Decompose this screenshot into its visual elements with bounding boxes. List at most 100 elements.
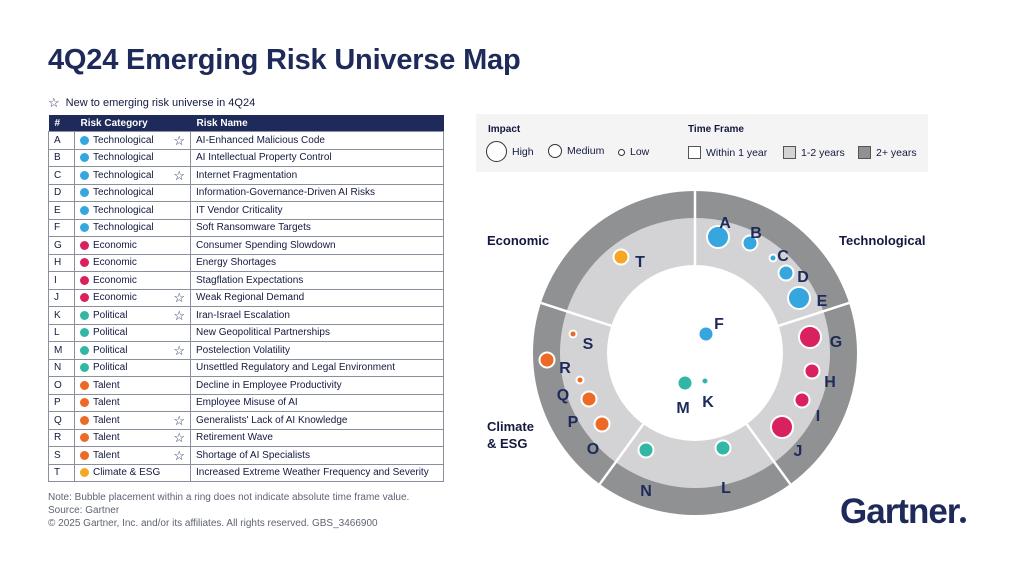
impact-key-medium: Medium [548, 144, 604, 158]
white-square-icon [688, 146, 701, 159]
table-row: J Economic ☆ Weak Regional Demand [48, 288, 444, 307]
risk-bubble-h [803, 362, 821, 380]
risk-bubble-r [538, 351, 556, 369]
table-row: I Economic Stagflation Expectations [48, 271, 444, 290]
risk-bubble-label-l: L [721, 480, 731, 497]
category-dot-icon [80, 153, 89, 163]
risk-bubble-label-d: D [797, 269, 809, 286]
time-key-within-1-year: Within 1 year [688, 146, 767, 159]
risk-bubble-e [787, 286, 811, 310]
risk-bubble-label-e: E [817, 293, 828, 310]
risk-category: Economic [93, 292, 137, 304]
table-row: N Political Unsettled Regulatory and Legal… [48, 358, 444, 377]
star-icon: ☆ [173, 307, 185, 323]
segment-divider [693, 352, 792, 485]
risk-bubble-a [706, 225, 730, 249]
star-icon: ☆ [173, 447, 185, 463]
risk-bubble-i [793, 391, 811, 409]
category-dot-icon [80, 398, 89, 408]
star-icon: ☆ [173, 342, 185, 358]
dark-gray-square-icon [858, 146, 871, 159]
risk-category: Political [93, 344, 128, 356]
medium-circle-icon [548, 144, 562, 158]
time-key-1-2-years-label: 1-2 years [801, 146, 845, 159]
risk-bubble-label-t: T [635, 254, 645, 271]
category-dot-icon [80, 433, 89, 443]
risk-category: Technological [93, 169, 154, 181]
risk-bubble-label-g: G [830, 334, 842, 351]
category-dot-icon [80, 135, 89, 145]
time-key-2-plus-years-label: 2+ years [876, 146, 917, 159]
table-row: S Talent ☆ Shortage of AI Specialists [48, 446, 444, 465]
star-icon: ☆ [173, 132, 185, 148]
risk-bubble-m [676, 374, 694, 392]
note-text: Note: Bubble placement within a ring doe… [48, 492, 410, 503]
new-risk-legend: ☆ New to emerging risk universe in 4Q24 [48, 96, 255, 109]
risk-name: Increased Extreme Weather Frequency and … [190, 463, 444, 482]
risk-bubble-label-n: N [640, 483, 652, 500]
category-dot-icon [80, 363, 89, 373]
source-text: Source: Gartner [48, 505, 120, 516]
segment-label-esg: & ESG [487, 436, 527, 451]
risk-table: # Risk Category Risk Name A Technological… [48, 115, 444, 482]
risk-category: Technological [93, 134, 154, 146]
segment-label-climate: Climate [487, 419, 534, 434]
risk-category: Talent [93, 379, 120, 391]
risk-bubble-label-i: I [816, 408, 820, 425]
risk-bubble-s [568, 329, 578, 339]
risk-category: Technological [93, 204, 154, 216]
small-circle-icon [618, 148, 625, 156]
category-dot-icon [80, 415, 89, 425]
impact-key-title: Impact [488, 124, 521, 135]
star-icon: ☆ [48, 95, 60, 110]
risk-bubble-l [714, 439, 732, 457]
category-dot-icon [80, 223, 89, 233]
table-header-row: # Risk Category Risk Name [48, 115, 444, 132]
risk-category-cell: Technological ☆ [74, 131, 191, 150]
column-header-category: Risk Category [74, 115, 191, 132]
new-risk-legend-text: New to emerging risk universe in 4Q24 [65, 96, 256, 109]
segment-divider [598, 352, 697, 485]
risk-bubble-label-c: C [777, 248, 789, 265]
impact-key-medium-label: Medium [567, 145, 605, 157]
risk-bubble-n [637, 441, 655, 459]
risk-bubble-p [580, 390, 598, 408]
category-dot-icon [80, 240, 89, 250]
risk-bubble-j [770, 415, 794, 439]
segment-label-technological: Technological [839, 233, 925, 248]
risk-category-cell: Technological [74, 148, 191, 167]
gartner-logo-text: Gartner [840, 492, 960, 531]
table-row: E Technological IT Vendor Criticality [48, 201, 444, 220]
star-icon: ☆ [173, 167, 185, 183]
category-dot-icon [80, 328, 89, 338]
impact-key-high: High [486, 141, 534, 162]
segment-divider [540, 301, 696, 355]
risk-category: Talent [93, 432, 120, 444]
legend-key: Impact High Medium Low Time Frame Within… [476, 114, 928, 172]
time-key-2-plus-years: 2+ years [858, 146, 917, 159]
risk-bubble-f [697, 325, 715, 343]
risk-category: Talent [93, 449, 120, 461]
risk-category: Technological [93, 152, 154, 164]
category-dot-icon [80, 345, 89, 355]
risk-category: Technological [93, 187, 154, 199]
risk-category: Climate & ESG [93, 467, 161, 479]
risk-bubble-label-h: H [824, 374, 836, 391]
risk-category: Political [93, 309, 128, 321]
risk-bubble-label-j: J [794, 443, 803, 460]
category-dot-icon [80, 293, 89, 303]
gartner-logo: Gartner [840, 492, 967, 532]
risk-category: Economic [93, 257, 137, 269]
table-row: B Technological AI Intellectual Property C… [48, 148, 444, 167]
risk-category: Talent [93, 414, 120, 426]
risk-bubble-label-m: M [676, 400, 689, 417]
column-header-id: # [48, 115, 75, 132]
table-row: C Technological ☆ Internet Fragmentation [48, 166, 444, 185]
page-title: 4Q24 Emerging Risk Universe Map [48, 44, 521, 76]
copyright-text: © 2025 Gartner, Inc. and/or its affiliat… [48, 518, 378, 529]
impact-key-low-label: Low [630, 146, 650, 158]
risk-bubble-t [612, 248, 630, 266]
risk-bubble-label-f: F [714, 316, 724, 333]
